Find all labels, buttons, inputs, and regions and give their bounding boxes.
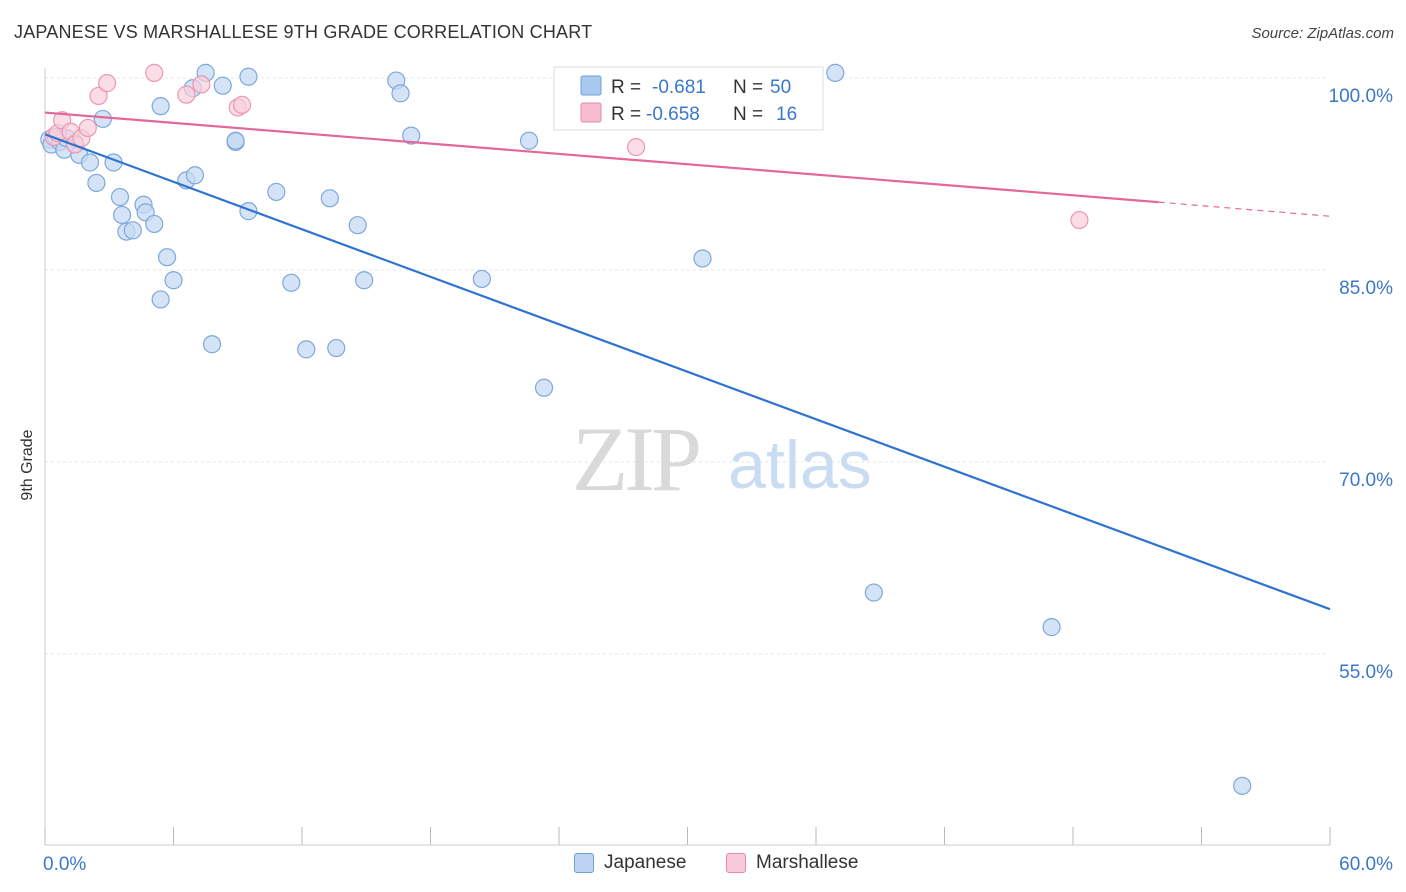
legend-item-japanese[interactable]: Japanese bbox=[574, 852, 686, 874]
marshallese-point bbox=[1070, 210, 1089, 230]
japanese-point bbox=[87, 173, 106, 193]
legend-r-label-marshallese: R = bbox=[611, 104, 641, 125]
japanese-point bbox=[112, 205, 132, 225]
source-credit: Source: ZipAtlas.com bbox=[1251, 25, 1394, 42]
legend-label-marshallese: Marshallese bbox=[756, 852, 859, 873]
y-tick-label: 55.0% bbox=[1339, 662, 1393, 683]
japanese-point bbox=[239, 67, 258, 86]
tick-labels: 55.0% 70.0% 85.0% 100.0% 0.0% 60.0% bbox=[43, 86, 1393, 875]
japanese-point bbox=[151, 97, 170, 116]
legend-n-value-japanese: 50 bbox=[770, 77, 791, 98]
chart-title: JAPANESE VS MARSHALLESE 9TH GRADE CORREL… bbox=[14, 22, 593, 42]
japanese-point bbox=[93, 109, 112, 129]
japanese-point bbox=[1233, 776, 1252, 795]
legend-swatch-marshallese bbox=[580, 102, 602, 123]
legend-stats: R = -0.681 N = 50 R = -0.658 N = 16 bbox=[553, 66, 824, 131]
japanese-point bbox=[202, 335, 222, 354]
japanese-point bbox=[348, 216, 367, 235]
japanese-point bbox=[213, 76, 232, 95]
japanese-trend-line bbox=[44, 133, 1331, 611]
japanese-point bbox=[1042, 618, 1061, 637]
marshallese-point bbox=[177, 85, 196, 104]
japanese-point bbox=[282, 273, 301, 292]
japanese-point bbox=[327, 338, 346, 358]
japanese-point bbox=[864, 583, 883, 602]
marshallese-point bbox=[98, 74, 117, 93]
japanese-point bbox=[320, 189, 339, 208]
legend-n-label-marshallese: N = bbox=[733, 104, 763, 125]
watermark-zip: ZIP bbox=[572, 408, 699, 510]
japanese-point bbox=[123, 221, 142, 240]
japanese-point bbox=[157, 248, 177, 267]
legend-r-label-japanese: R = bbox=[611, 77, 641, 98]
legend-swatch-japanese-bottom bbox=[574, 853, 594, 873]
legend-swatch-marshallese-bottom bbox=[726, 853, 746, 873]
japanese-point bbox=[519, 131, 539, 150]
watermark: ZIP atlas bbox=[572, 408, 872, 510]
marshallese-point bbox=[626, 138, 646, 157]
japanese-point bbox=[402, 126, 421, 145]
legend-r-value-japanese: -0.681 bbox=[652, 77, 706, 98]
japanese-point bbox=[297, 340, 316, 359]
legend-swatch-japanese bbox=[580, 75, 602, 96]
japanese-point bbox=[826, 63, 845, 82]
japanese-point bbox=[185, 166, 205, 185]
y-axis-label: 9th Grade bbox=[19, 429, 36, 501]
marshallese-point bbox=[78, 118, 97, 138]
watermark-atlas: atlas bbox=[728, 427, 872, 503]
japanese-point bbox=[226, 131, 245, 150]
legend-n-label-japanese: N = bbox=[733, 77, 763, 98]
japanese-point bbox=[145, 214, 164, 234]
marshallese-point bbox=[145, 63, 164, 82]
y-tick-label: 85.0% bbox=[1339, 278, 1393, 299]
marshallese-trend-extension bbox=[1158, 201, 1331, 217]
legend-r-value-marshallese: -0.658 bbox=[646, 104, 700, 125]
marshallese-point bbox=[192, 75, 211, 94]
japanese-point bbox=[355, 271, 374, 290]
marshallese-point bbox=[232, 95, 252, 114]
marshallese-point bbox=[89, 86, 108, 106]
legend-series: Japanese Marshallese bbox=[0, 852, 1406, 878]
trend-lines bbox=[44, 111, 1331, 611]
legend-label-japanese: Japanese bbox=[604, 852, 687, 873]
japanese-point bbox=[267, 182, 286, 202]
japanese-point bbox=[391, 84, 410, 103]
japanese-point bbox=[534, 378, 554, 397]
x-tick-label: 60.0% bbox=[1339, 854, 1393, 875]
japanese-point bbox=[151, 290, 170, 309]
legend-n-value-marshallese: 16 bbox=[776, 104, 797, 125]
y-tick-label: 100.0% bbox=[1329, 86, 1394, 107]
y-tick-label: 70.0% bbox=[1339, 470, 1393, 491]
legend-item-marshallese[interactable]: Marshallese bbox=[726, 852, 858, 874]
axes bbox=[44, 68, 1331, 846]
japanese-points bbox=[40, 63, 1252, 795]
japanese-point bbox=[110, 187, 130, 207]
marshallese-trend-line bbox=[44, 111, 1159, 204]
japanese-point bbox=[472, 269, 491, 289]
x-tick-label: 0.0% bbox=[43, 854, 86, 875]
japanese-point bbox=[164, 271, 183, 290]
japanese-point bbox=[80, 153, 100, 172]
japanese-point bbox=[693, 249, 712, 268]
